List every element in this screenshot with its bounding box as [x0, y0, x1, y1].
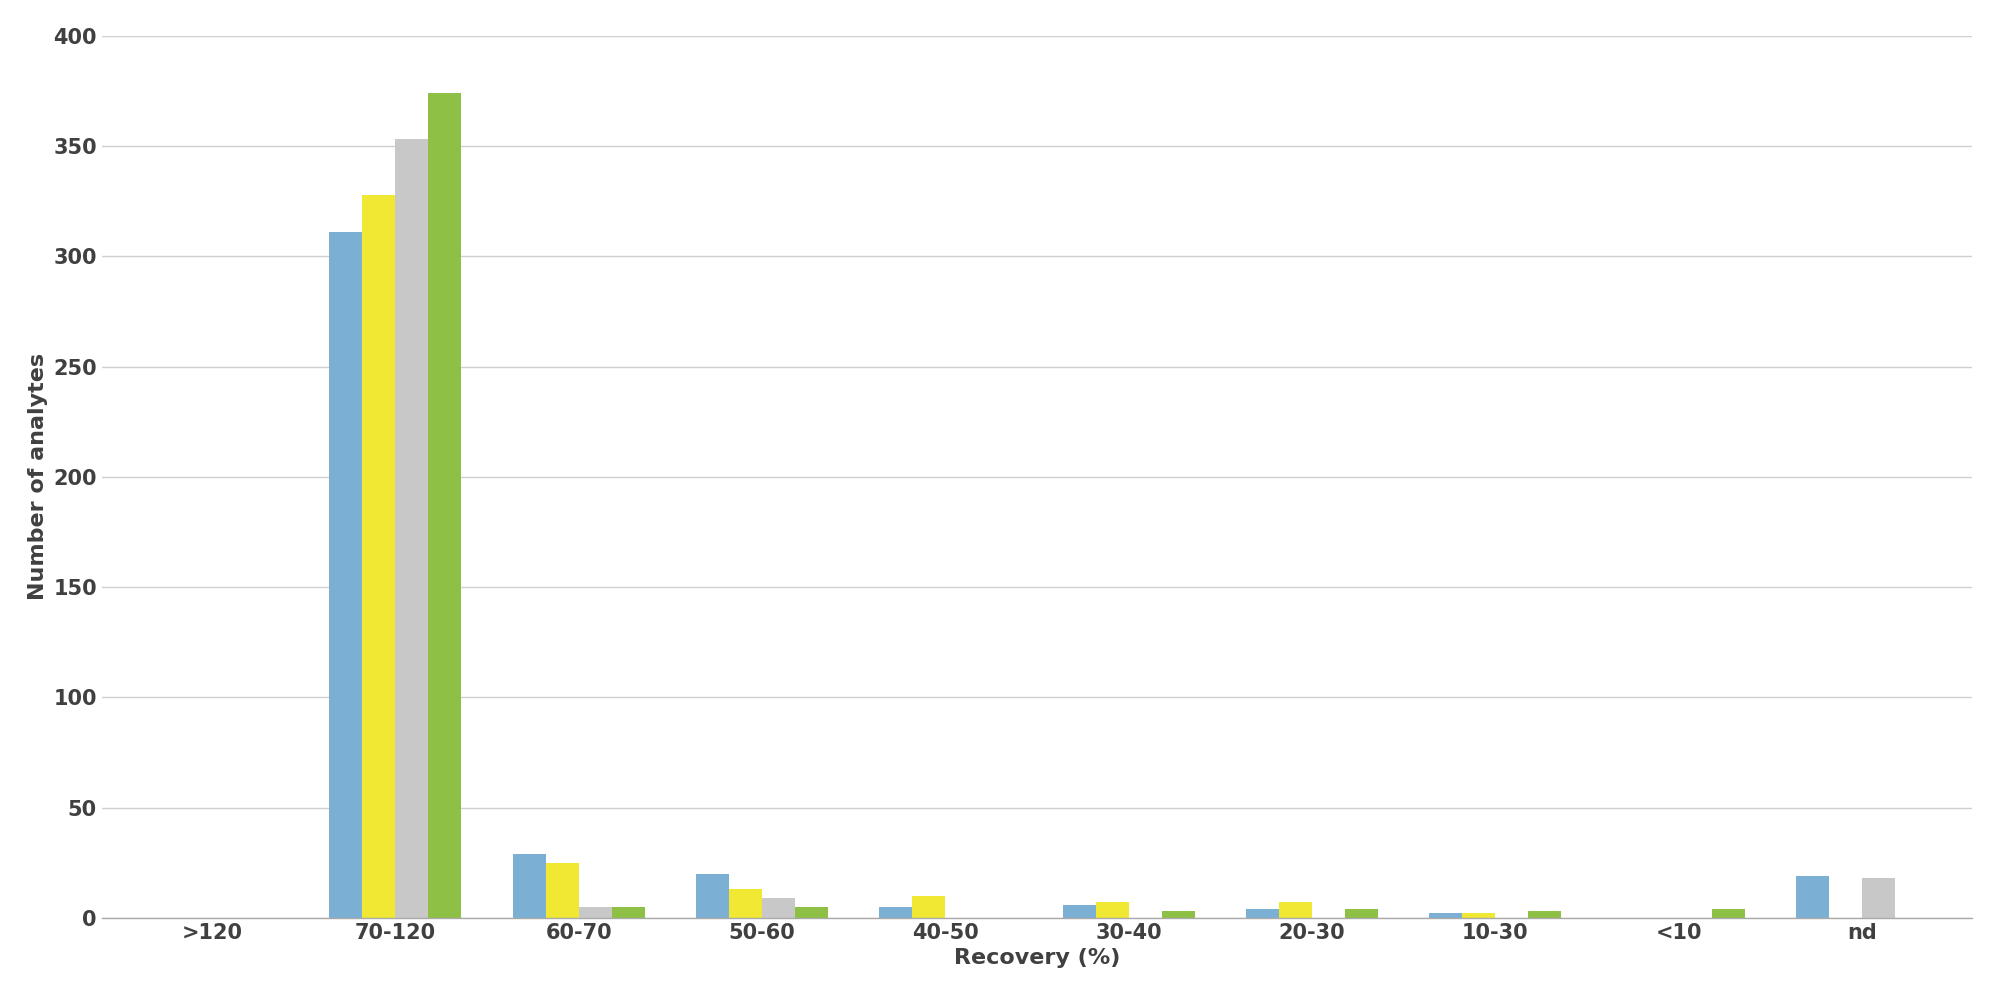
Bar: [912, 895, 946, 917]
Bar: [880, 906, 912, 917]
Bar: [578, 906, 612, 917]
Bar: [1346, 909, 1378, 917]
Bar: [1280, 902, 1312, 917]
Bar: [696, 873, 728, 917]
Bar: [1162, 911, 1194, 917]
Bar: [1796, 875, 1830, 917]
Bar: [546, 863, 578, 917]
Bar: [612, 906, 644, 917]
Bar: [728, 889, 762, 917]
Bar: [1430, 913, 1462, 917]
Y-axis label: Number of analytes: Number of analytes: [28, 354, 48, 601]
Bar: [362, 194, 396, 917]
Bar: [1712, 909, 1744, 917]
Bar: [396, 139, 428, 917]
X-axis label: Recovery (%): Recovery (%): [954, 948, 1120, 968]
Bar: [794, 906, 828, 917]
Bar: [330, 232, 362, 917]
Bar: [512, 854, 546, 917]
Bar: [1862, 878, 1896, 917]
Bar: [428, 93, 462, 917]
Bar: [1246, 909, 1280, 917]
Bar: [762, 898, 794, 917]
Bar: [1096, 902, 1128, 917]
Bar: [1462, 913, 1496, 917]
Bar: [1062, 904, 1096, 917]
Bar: [1528, 911, 1562, 917]
